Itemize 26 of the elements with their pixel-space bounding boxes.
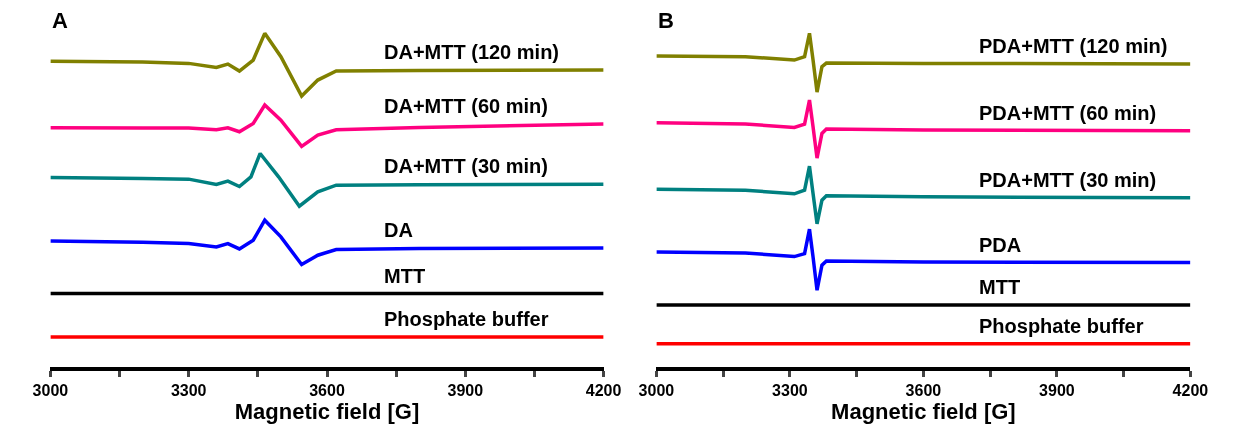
x-tick-label: 3900 bbox=[447, 382, 484, 400]
text: B bbox=[658, 8, 674, 33]
series-label: PDA+MTT (120 min) bbox=[979, 35, 1168, 57]
series-label: DA+MTT (30 min) bbox=[384, 155, 548, 177]
x-tick-label: 3600 bbox=[309, 382, 345, 400]
series-label: Phosphate buffer bbox=[384, 308, 549, 330]
x-tick-label: 4200 bbox=[1172, 382, 1209, 400]
series-label: DA+MTT (60 min) bbox=[384, 95, 548, 117]
series-label: DA bbox=[384, 219, 413, 241]
series-label: PDA+MTT (30 min) bbox=[979, 169, 1157, 191]
x-tick-label: 3000 bbox=[32, 382, 69, 400]
x-tick-label: 3300 bbox=[170, 382, 207, 400]
series-label: MTT bbox=[384, 265, 426, 287]
x-axis-title: Magnetic field [G] bbox=[831, 399, 1016, 425]
series-label: DA+MTT (120 min) bbox=[384, 41, 560, 63]
text: A bbox=[52, 8, 68, 33]
series-label: Phosphate buffer bbox=[979, 315, 1144, 337]
series-label: PDA bbox=[979, 234, 1022, 256]
x-tick-label: 3300 bbox=[772, 382, 808, 400]
x-tick-label: 4200 bbox=[585, 382, 622, 400]
x-tick-label: 3900 bbox=[1039, 382, 1075, 400]
x-tick-label: 3000 bbox=[638, 382, 675, 400]
series-label: MTT bbox=[979, 276, 1021, 298]
x-axis-title: Magnetic field [G] bbox=[234, 399, 420, 425]
x-tick-label: 3600 bbox=[905, 382, 942, 400]
series-label: PDA+MTT (60 min) bbox=[979, 102, 1157, 124]
